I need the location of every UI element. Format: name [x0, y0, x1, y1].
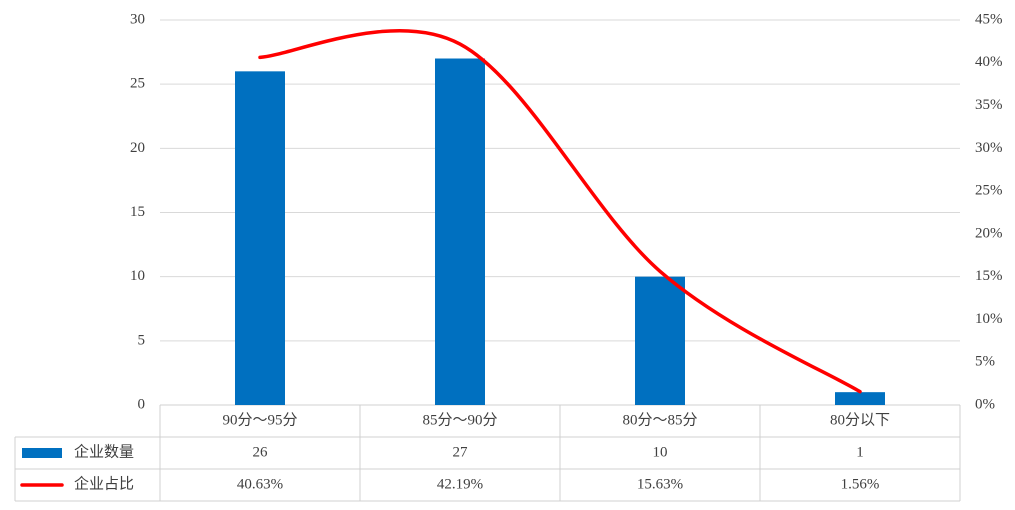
y2-tick-label: 15%: [975, 268, 1003, 284]
y-tick-label: 15: [130, 204, 145, 220]
table-value: 1.56%: [841, 476, 880, 492]
table-value: 1: [856, 444, 864, 460]
legend-swatch: [22, 448, 62, 458]
y-tick-label: 0: [138, 396, 146, 412]
y2-tick-label: 40%: [975, 54, 1003, 70]
table-value: 27: [453, 444, 469, 460]
bar: [435, 58, 485, 405]
x-tick-label: 85分～90分: [422, 411, 497, 428]
bar: [835, 392, 885, 405]
line: [258, 28, 862, 394]
table-value: 10: [653, 444, 668, 460]
y2-tick-label: 25%: [975, 183, 1003, 199]
x-tick-label: 80分以下: [830, 411, 890, 428]
y-tick-label: 20: [130, 140, 145, 156]
legend-label: 企业占比: [74, 474, 134, 492]
table-value: 26: [253, 444, 269, 460]
y2-tick-label: 30%: [975, 140, 1003, 156]
y2-tick-label: 35%: [975, 97, 1003, 113]
table-value: 42.19%: [437, 476, 483, 492]
bar: [235, 71, 285, 405]
y2-tick-label: 5%: [975, 354, 995, 370]
y2-tick-label: 0%: [975, 396, 995, 412]
legend-label: 企业数量: [74, 442, 134, 460]
table-value: 40.63%: [237, 476, 283, 492]
x-tick-label: 80分～85分: [622, 411, 697, 428]
x-tick-label: 90分～95分: [222, 411, 297, 428]
y2-tick-label: 20%: [975, 225, 1003, 241]
y2-tick-label: 10%: [975, 311, 1003, 327]
y-tick-label: 30: [130, 11, 145, 27]
y-tick-label: 10: [130, 268, 145, 284]
bar: [635, 276, 685, 405]
y-tick-label: 5: [138, 332, 146, 348]
table-value: 15.63%: [637, 476, 683, 492]
y-tick-label: 25: [130, 76, 145, 92]
y2-tick-label: 45%: [975, 11, 1003, 27]
